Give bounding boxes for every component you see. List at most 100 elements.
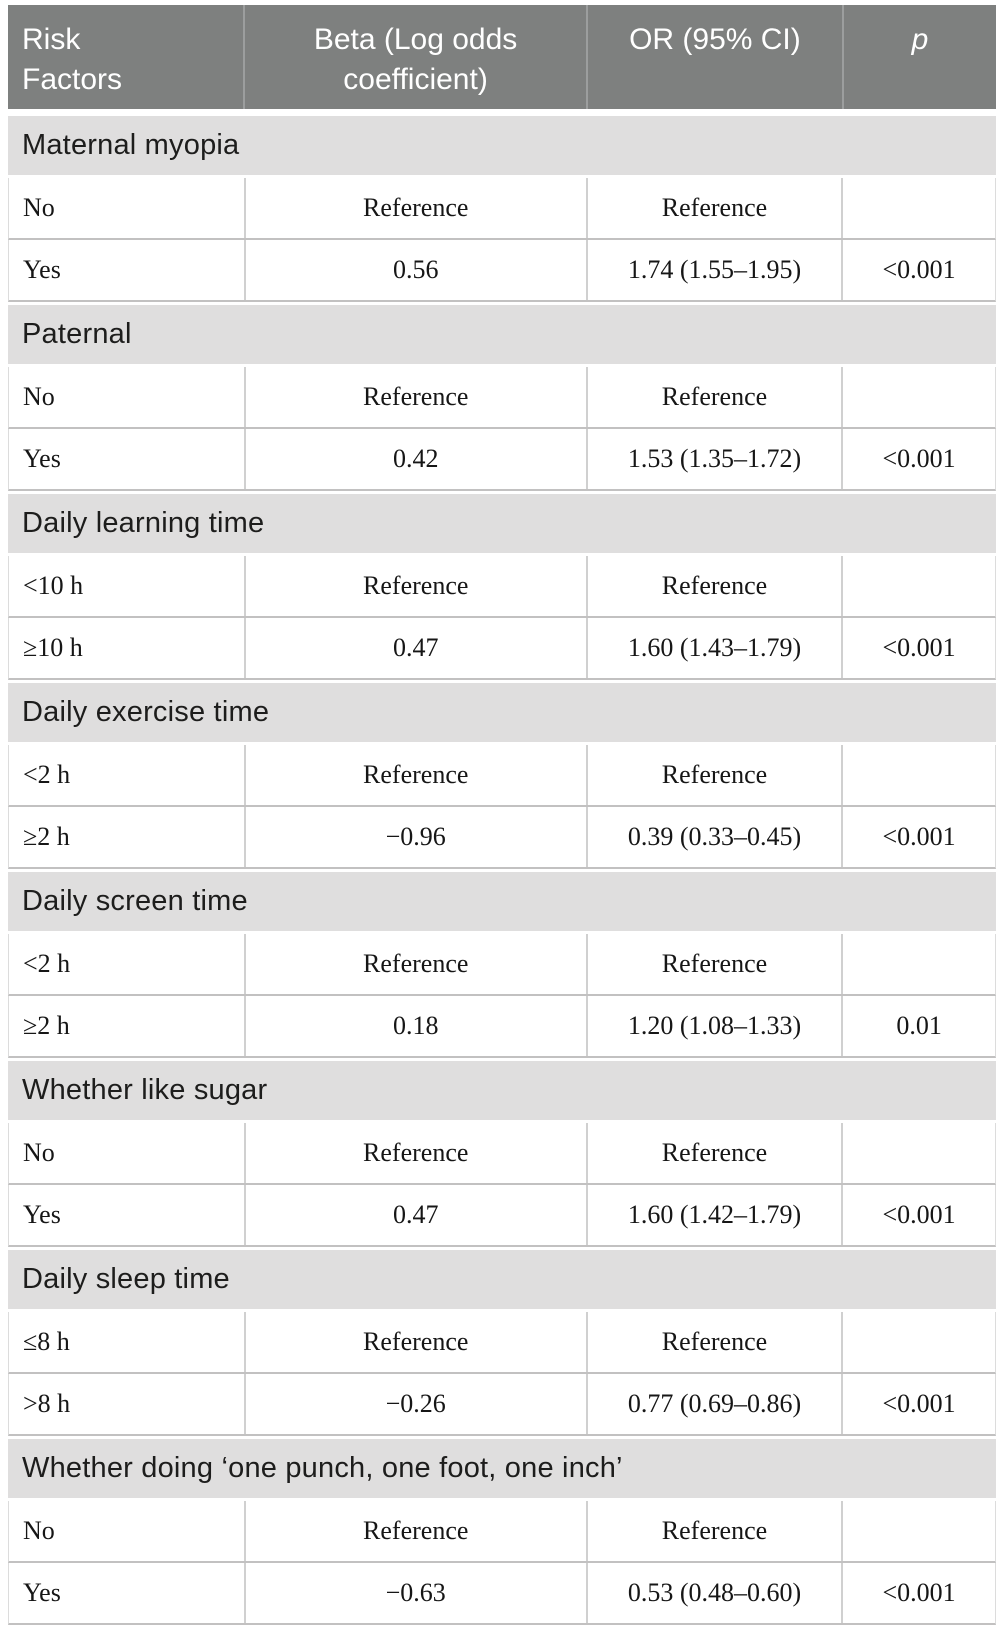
- table-cell: [841, 934, 995, 994]
- table-cell: 1.20 (1.08–1.33): [585, 996, 841, 1056]
- section-header-row: Whether doing ‘one punch, one foot, one …: [8, 1436, 996, 1501]
- table-cell: Reference: [243, 745, 586, 805]
- table-cell: ≥2 h: [23, 822, 70, 851]
- table-cell: [841, 178, 995, 238]
- table-row: Yes −0.63 0.53 (0.48–0.60) <0.001: [8, 1563, 996, 1625]
- table-cell: 0.18: [243, 996, 586, 1056]
- section-label: Daily sleep time: [22, 1263, 230, 1295]
- section-label: Whether doing ‘one punch, one foot, one …: [22, 1452, 623, 1484]
- section-label: Maternal myopia: [22, 129, 240, 161]
- table-cell: −0.26: [243, 1374, 586, 1434]
- table-cell: 1.53 (1.35–1.72): [585, 429, 841, 489]
- table-cell: ≥10 h: [23, 633, 83, 662]
- section-header-row: Daily screen time: [8, 869, 996, 934]
- table-cell: [841, 367, 995, 427]
- table-cell: 0.56: [243, 240, 586, 300]
- table-cell: Reference: [585, 1312, 841, 1372]
- table-cell: Reference: [585, 367, 841, 427]
- table-cell: No: [23, 193, 55, 222]
- table-row: <2 h Reference Reference: [8, 934, 996, 996]
- table-row: <2 h Reference Reference: [8, 745, 996, 807]
- table-cell: ≥2 h: [23, 1011, 70, 1040]
- table-cell: Yes: [23, 255, 61, 284]
- table-row: ≤8 h Reference Reference: [8, 1312, 996, 1374]
- column-header-risk-factors: Risk Factors: [8, 5, 243, 109]
- table-cell: Reference: [243, 367, 586, 427]
- section-label: Daily exercise time: [22, 696, 270, 728]
- table-cell: Reference: [243, 934, 586, 994]
- section-header-row: Whether like sugar: [8, 1058, 996, 1123]
- table-cell: Yes: [23, 1578, 61, 1607]
- table-cell: Yes: [23, 1200, 61, 1229]
- table-row: Yes 0.56 1.74 (1.55–1.95) <0.001: [8, 240, 996, 302]
- table-cell: <0.001: [841, 1374, 995, 1434]
- table-cell: <0.001: [841, 1185, 995, 1245]
- table-cell: <0.001: [841, 807, 995, 867]
- table-row: No Reference Reference: [8, 1501, 996, 1563]
- table-cell: 0.01: [841, 996, 995, 1056]
- table-cell: <0.001: [841, 1563, 995, 1623]
- table-cell: No: [23, 1516, 55, 1545]
- table-cell: 1.60 (1.42–1.79): [585, 1185, 841, 1245]
- table-cell: Reference: [243, 178, 586, 238]
- table-row: ≥10 h 0.47 1.60 (1.43–1.79) <0.001: [8, 618, 996, 680]
- table-cell: 0.42: [243, 429, 586, 489]
- table-cell: Reference: [585, 934, 841, 994]
- table-cell: <0.001: [841, 240, 995, 300]
- table-cell: Reference: [585, 1123, 841, 1183]
- table-row: <10 h Reference Reference: [8, 556, 996, 618]
- table-cell: No: [23, 382, 55, 411]
- table-cell: [841, 556, 995, 616]
- table-row: Yes 0.42 1.53 (1.35–1.72) <0.001: [8, 429, 996, 491]
- table-cell: Reference: [243, 1123, 586, 1183]
- table-cell: Reference: [243, 1312, 586, 1372]
- table-cell: <2 h: [23, 949, 71, 978]
- table-cell: Yes: [23, 444, 61, 473]
- table-cell: 0.47: [243, 1185, 586, 1245]
- table-cell: Reference: [585, 1501, 841, 1561]
- table-header-row: Risk Factors Beta (Log odds coefficient)…: [8, 5, 996, 109]
- table-row: No Reference Reference: [8, 367, 996, 429]
- column-header-or-ci: OR (95% CI): [585, 5, 842, 109]
- table-cell: −0.63: [243, 1563, 586, 1623]
- table-cell: ≤8 h: [23, 1327, 70, 1356]
- section-label: Daily learning time: [22, 507, 265, 539]
- table-row: Yes 0.47 1.60 (1.42–1.79) <0.001: [8, 1185, 996, 1247]
- column-header-label: Risk Factors: [22, 23, 123, 96]
- table-cell: 1.60 (1.43–1.79): [585, 618, 841, 678]
- section-header-row: Paternal: [8, 302, 996, 367]
- section-header-row: Maternal myopia: [8, 113, 996, 178]
- risk-factors-table: Risk Factors Beta (Log odds coefficient)…: [8, 5, 996, 1625]
- table-cell: 0.53 (0.48–0.60): [585, 1563, 841, 1623]
- table-cell: Reference: [585, 745, 841, 805]
- table-cell: −0.96: [243, 807, 586, 867]
- column-header-p-value: p: [841, 5, 996, 109]
- table-cell: <0.001: [841, 618, 995, 678]
- section-header-row: Daily learning time: [8, 491, 996, 556]
- table-cell: No: [23, 1138, 55, 1167]
- table-row: No Reference Reference: [8, 1123, 996, 1185]
- table-row: No Reference Reference: [8, 178, 996, 240]
- column-header-label: Beta (Log odds coefficient): [313, 23, 518, 96]
- table-cell: 0.39 (0.33–0.45): [585, 807, 841, 867]
- table-cell: >8 h: [23, 1389, 71, 1418]
- table-cell: <10 h: [23, 571, 84, 600]
- section-header-row: Daily exercise time: [8, 680, 996, 745]
- table-cell: 0.77 (0.69–0.86): [585, 1374, 841, 1434]
- column-header-label: OR (95% CI): [629, 23, 801, 56]
- table-cell: [841, 745, 995, 805]
- column-header-label: p: [911, 23, 929, 56]
- table-cell: <0.001: [841, 429, 995, 489]
- table-cell: 1.74 (1.55–1.95): [585, 240, 841, 300]
- table-cell: Reference: [585, 178, 841, 238]
- section-header-row: Daily sleep time: [8, 1247, 996, 1312]
- table-row: >8 h −0.26 0.77 (0.69–0.86) <0.001: [8, 1374, 996, 1436]
- table-body: Maternal myopia No Reference Reference Yes 0.…: [8, 113, 996, 1625]
- table-cell: [841, 1501, 995, 1561]
- section-label: Whether like sugar: [22, 1074, 268, 1106]
- column-header-beta: Beta (Log odds coefficient): [243, 5, 586, 109]
- table-cell: Reference: [585, 556, 841, 616]
- section-label: Daily screen time: [22, 885, 248, 917]
- table-cell: [841, 1312, 995, 1372]
- table-cell: Reference: [243, 1501, 586, 1561]
